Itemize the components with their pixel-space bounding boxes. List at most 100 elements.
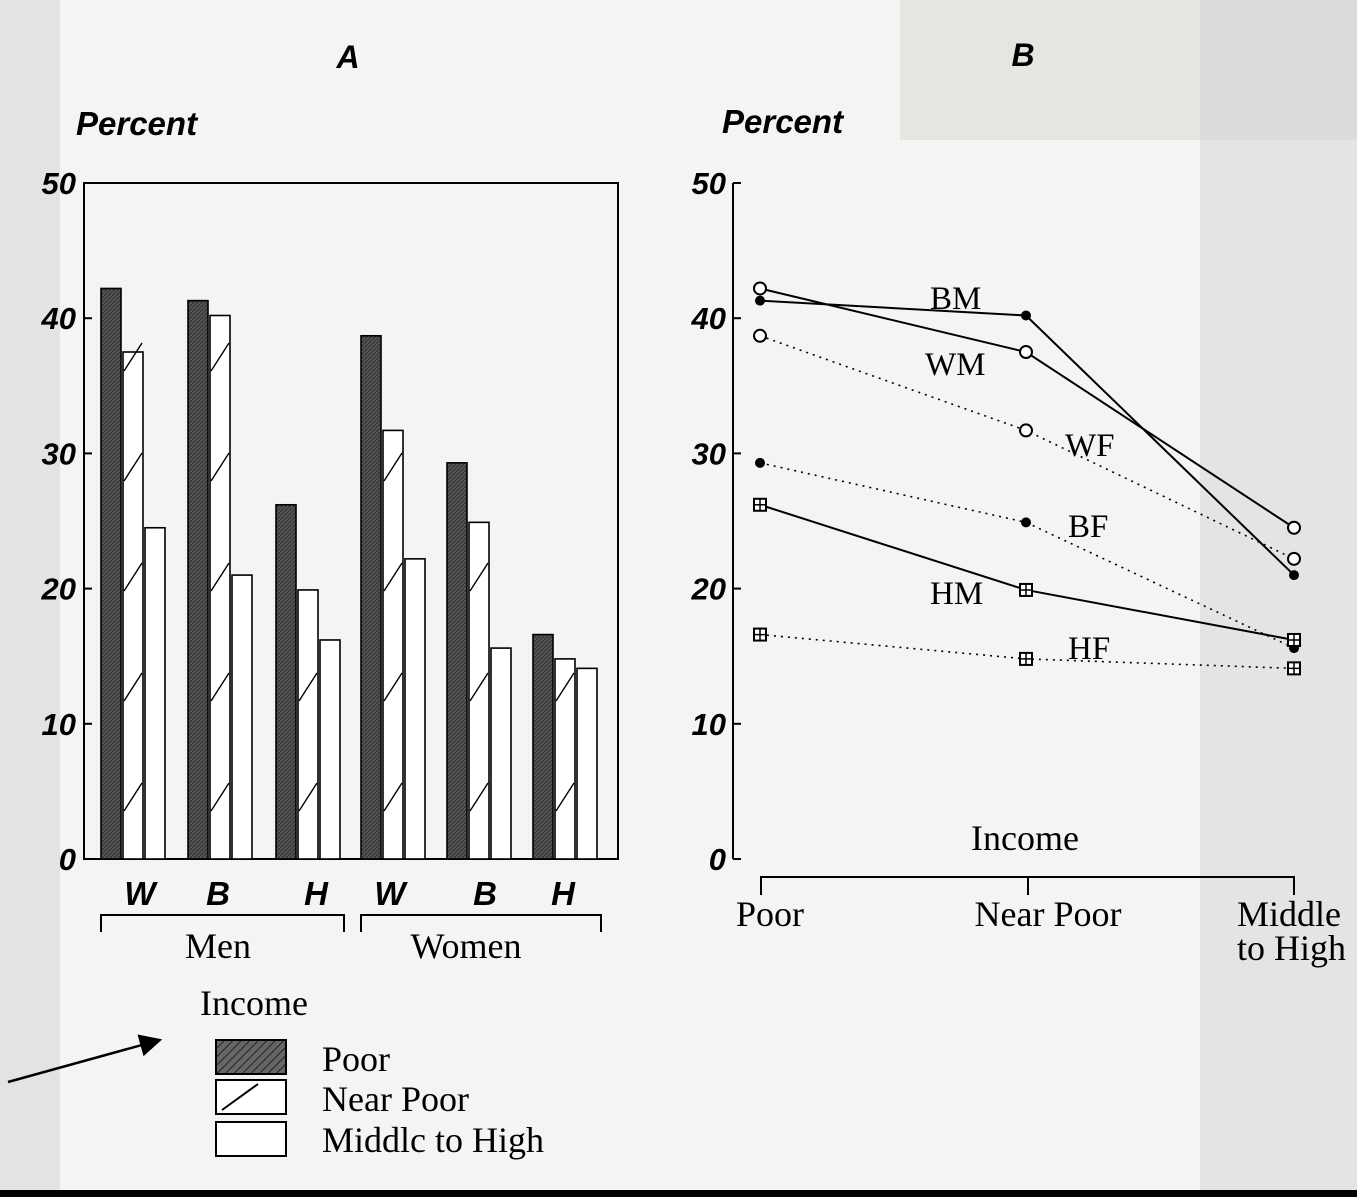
legend-label-poor: Poor (322, 1039, 390, 1079)
point-hf-near-poor-plus (1020, 652, 1032, 665)
bar-women-b-near-poor-hatch (469, 562, 489, 592)
x-tick-middle: Middle (1237, 894, 1341, 934)
panel-a-y-tick-label-20: 20 (41, 572, 76, 607)
series-label-bm: BM (930, 281, 981, 317)
panel-a-y-tick-label-40: 40 (41, 301, 76, 336)
bar-men-b-near-poor-hatch (210, 672, 230, 702)
bar-women-b-near-poor-hatch (469, 672, 489, 702)
page-shadow-left (0, 0, 60, 1197)
group-label-w-3: W (374, 875, 408, 912)
point-hf-middle-to-high-plus (1288, 662, 1300, 675)
bar-women-b-poor (446, 462, 468, 860)
bar-women-b-middlc-to-high (490, 647, 512, 860)
series-label-wf: WF (1065, 428, 1115, 464)
scan-border-bottom (0, 1190, 1357, 1197)
group-label-w-0: W (124, 875, 158, 912)
point-bm-poor (755, 295, 765, 306)
x-tick-to-high: to High (1237, 928, 1346, 968)
point-hm-middle-to-high (1287, 632, 1301, 647)
pointer-arrow (7, 1034, 163, 1084)
series-label-bf: BF (1068, 509, 1108, 545)
point-wf-near-poor (1019, 423, 1033, 438)
panel-b: B Percent 0 10 20 30 40 50 Income Poor Near P… (691, 37, 1347, 968)
panel-a-y-tick-label-30: 30 (42, 436, 76, 471)
group-label-b-1: B (206, 875, 230, 912)
panel-b-y-axis: 0 10 20 30 40 50 (691, 166, 741, 877)
series-label-hf: HF (1068, 631, 1110, 667)
panel-b-ylabel: Percent (722, 103, 845, 140)
bar-women-w-near-poor-hatch (383, 562, 403, 592)
group-label-b-4: B (473, 875, 497, 912)
bar-men-w-near-poor (122, 351, 144, 860)
point-bf-poor (755, 457, 765, 468)
bar-men-w-near-poor-hatch (123, 452, 143, 482)
legend-label-middle-high: Middlc to High (322, 1120, 544, 1160)
bar-men-b-poor (187, 299, 209, 860)
panel-b-y-tick-label-50: 50 (692, 166, 726, 201)
bar-men-b-near-poor (209, 314, 231, 860)
point-bm-near-poor (1021, 310, 1031, 321)
legend-swatch-near-poor-hatch (221, 1083, 259, 1111)
legend-label-near-poor: Near Poor (322, 1079, 469, 1119)
bar-men-b-near-poor-hatch (210, 562, 230, 592)
bar-men-w-middlc-to-high (144, 526, 166, 860)
x-tick-poor: Poor (736, 894, 804, 934)
bar-women-b-near-poor (468, 521, 490, 860)
point-hm-poor (753, 497, 767, 512)
legend-swatch-poor (215, 1039, 287, 1075)
bar-women-h-middlc-to-high (576, 667, 598, 860)
bar-men-b-near-poor-hatch (210, 342, 230, 372)
bar-men-h-near-poor-hatch (298, 672, 318, 702)
bar-men-b-near-poor-hatch (210, 452, 230, 482)
bar-men-w-near-poor-hatch (123, 672, 143, 702)
bar-women-w-middlc-to-high (404, 558, 426, 860)
point-bf-near-poor (1021, 517, 1031, 528)
bar-women-h-near-poor-hatch (555, 782, 575, 812)
point-hf-poor (753, 627, 767, 642)
group-label-h-5: H (551, 875, 576, 912)
panel-a: A Percent 0 10 20 30 40 50 W B H W B H Men Women I… (7, 39, 619, 1160)
panel-a-ylabel: Percent (76, 105, 199, 142)
point-wf-poor (753, 328, 767, 343)
point-hf-poor-plus (754, 628, 766, 641)
point-hm-near-poor-plus (1020, 583, 1032, 596)
legend-swatch-middle-high (215, 1121, 287, 1157)
panel-a-bars (100, 287, 598, 860)
series-label-wm: WM (925, 347, 986, 383)
point-hm-middle-to-high-plus (1288, 633, 1300, 646)
legend-swatch-near-poor (215, 1079, 287, 1115)
men-label: Men (185, 926, 251, 966)
women-label: Women (410, 926, 521, 966)
panel-a-y-tick-label-10: 10 (42, 707, 76, 742)
legend: Income Poor Near Poor Middlc to High (200, 983, 544, 1160)
bar-men-w-poor (100, 287, 122, 860)
bar-men-h-near-poor (297, 589, 319, 860)
point-hm-near-poor (1019, 582, 1033, 597)
panel-b-y-tick-label-20: 20 (691, 572, 726, 607)
panel-b-y-tick-label-0: 0 (709, 842, 726, 877)
series-label-hm: HM (930, 576, 983, 612)
bar-men-b-middlc-to-high (231, 574, 253, 860)
panel-a-plot-frame (83, 182, 619, 860)
bar-women-h-near-poor-hatch (555, 672, 575, 702)
point-bm-middle-to-high (1289, 570, 1299, 581)
point-hf-middle-to-high (1287, 661, 1301, 676)
bar-women-b-near-poor-hatch (469, 782, 489, 812)
bar-men-h-middlc-to-high (319, 639, 341, 860)
panel-b-series (753, 281, 1301, 676)
panel-b-label: B (1011, 37, 1034, 73)
point-wm-poor (753, 281, 767, 296)
point-wm-middle-to-high (1287, 520, 1301, 535)
bar-women-w-near-poor-hatch (383, 452, 403, 482)
men-bracket (100, 914, 345, 932)
panel-a-label: A (335, 39, 359, 75)
panel-a-y-tick-label-0: 0 (59, 842, 76, 877)
page-shadow-right (1200, 0, 1357, 1197)
point-wf-middle-to-high (1287, 551, 1301, 566)
bar-women-h-near-poor (554, 658, 576, 860)
bar-men-w-near-poor-hatch (123, 562, 143, 592)
bar-men-b-near-poor-hatch (210, 782, 230, 812)
women-bracket (360, 914, 602, 932)
